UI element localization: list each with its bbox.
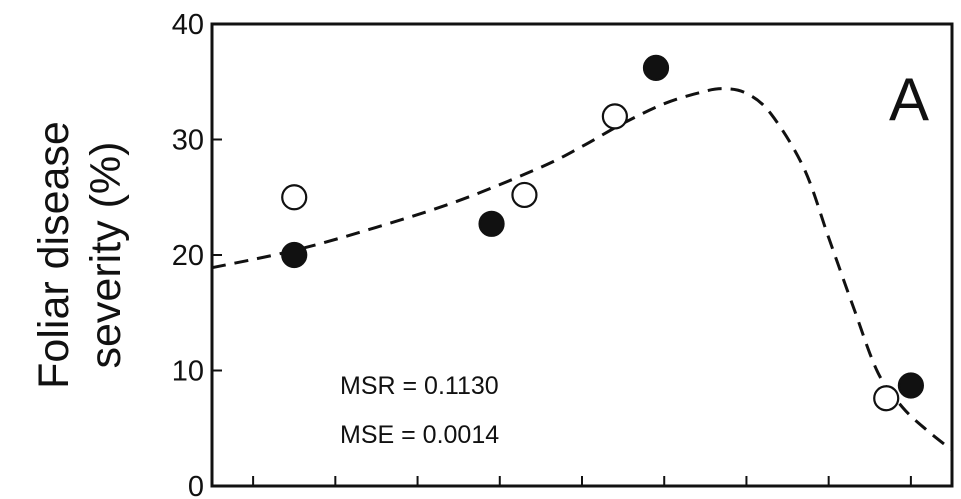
filled-data-point xyxy=(642,54,670,81)
fit-curve-layer xyxy=(211,87,953,452)
filled-data-point xyxy=(478,210,505,237)
axes-layer: 0 10 20 30 40 xyxy=(172,9,912,499)
open-data-point xyxy=(601,103,628,130)
y-tick-label: 0 xyxy=(188,471,204,499)
y-axis-label: Foliar disease severity (%) xyxy=(30,121,130,389)
y-axis-label-line-2: severity (%) xyxy=(82,142,130,369)
msr-annotation: MSR = 0.1130 xyxy=(340,372,499,400)
open-data-point xyxy=(873,385,900,412)
mse-annotation: MSE = 0.0014 xyxy=(340,421,499,449)
y-tick-label: 10 xyxy=(172,356,204,388)
fit-curve-line xyxy=(211,87,953,452)
y-tick-label: 20 xyxy=(172,240,204,272)
y-axis-label-line-1: Foliar disease xyxy=(30,121,78,389)
data-points-layer xyxy=(281,54,924,412)
panel-label: A xyxy=(889,66,929,133)
y-tick-label: 40 xyxy=(172,9,204,41)
open-data-point xyxy=(281,184,308,211)
filled-data-point xyxy=(281,241,308,269)
y-tick-label: 30 xyxy=(172,125,204,157)
plot-frame xyxy=(210,22,954,488)
filled-data-point xyxy=(897,372,924,399)
open-data-point xyxy=(511,181,538,209)
